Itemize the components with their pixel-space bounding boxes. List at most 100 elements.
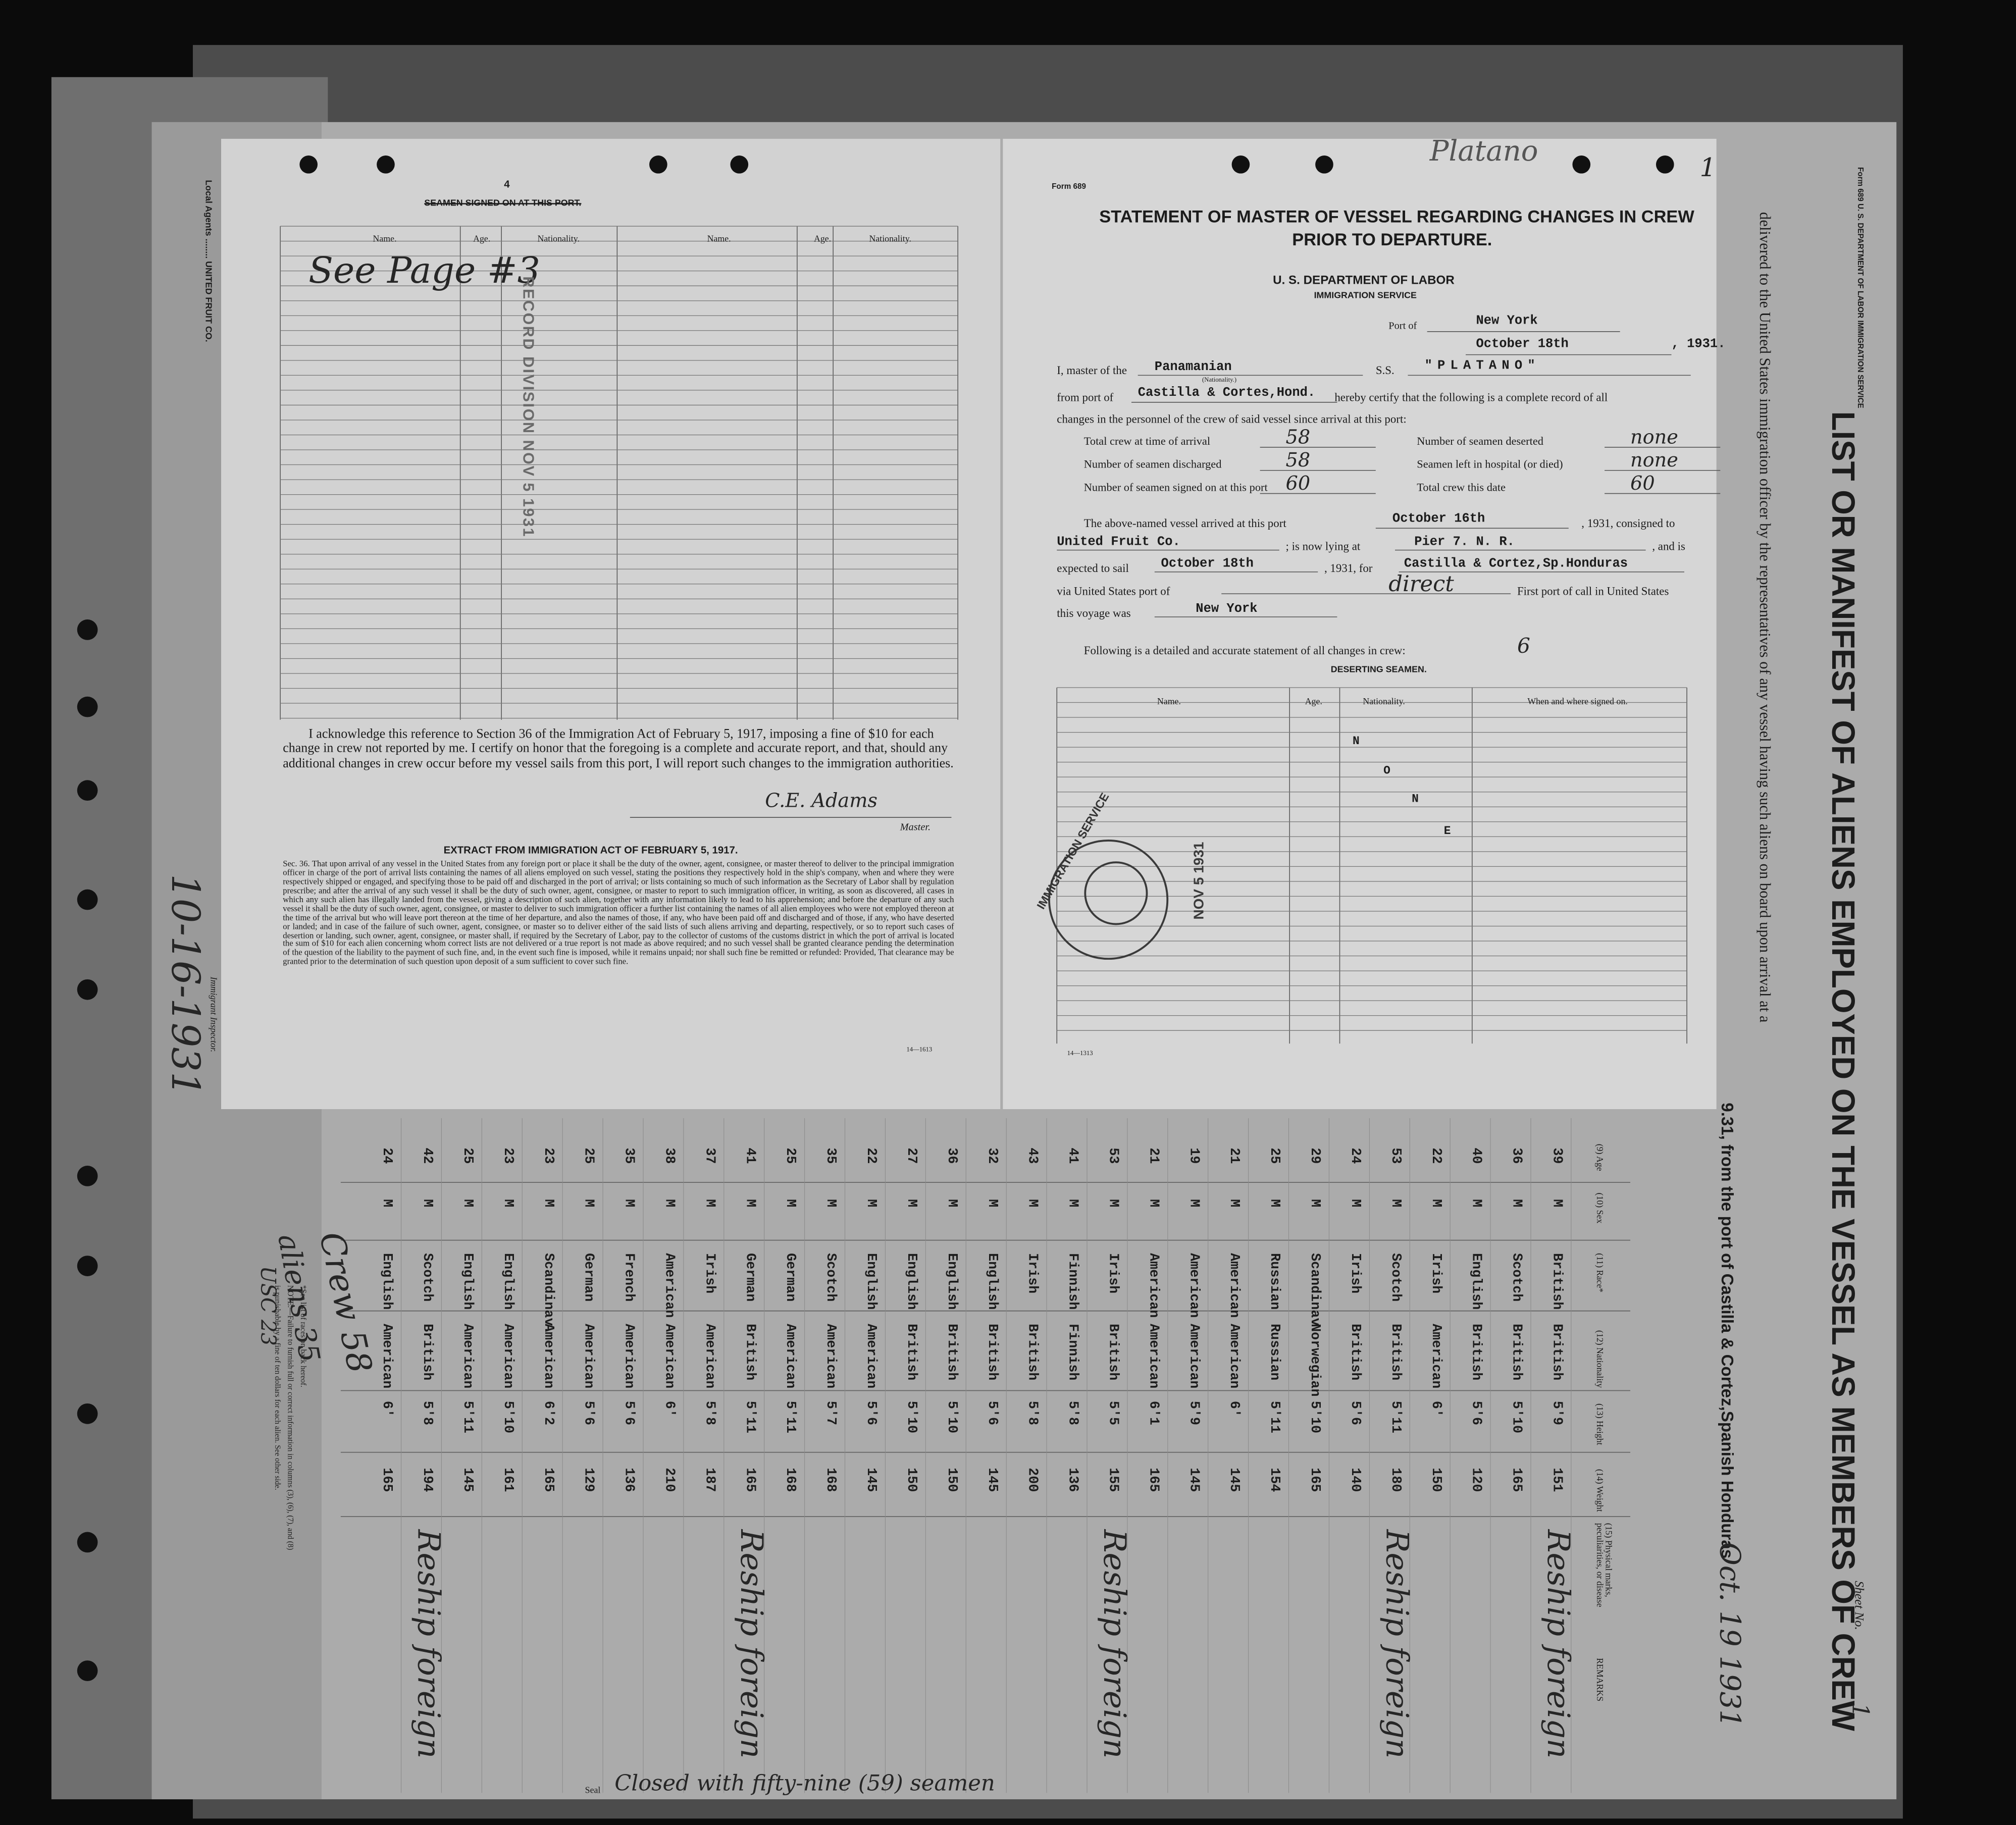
column-header: Name.: [707, 234, 731, 244]
typed-field: Pier 7. N. R.: [1414, 536, 1515, 550]
crew-age: 32: [984, 1148, 1000, 1164]
text: changes in the personnel of the crew of …: [1057, 412, 1407, 426]
crew-age: 23: [499, 1148, 515, 1164]
crew-nationality: British: [1347, 1324, 1363, 1381]
stamp-ring: [1084, 861, 1148, 925]
crew-height: 5'11: [742, 1400, 757, 1434]
crew-sex: M: [1387, 1199, 1403, 1208]
crew-nationality: British: [1548, 1324, 1564, 1381]
crew-sex: M: [378, 1199, 394, 1208]
crew-nationality: American: [862, 1324, 878, 1389]
inspector-label: Immigrant Inspector.: [208, 976, 219, 1053]
crew-age: 25: [580, 1148, 596, 1164]
crew-race: German: [580, 1253, 596, 1302]
stamp-date: NOV 5 1931: [1192, 842, 1208, 920]
crew-sex: M: [540, 1199, 556, 1208]
crew-race: English: [984, 1253, 1000, 1310]
crew-sex: M: [580, 1199, 596, 1208]
text: this voyage was: [1057, 606, 1131, 620]
crew-nationality: American: [822, 1324, 838, 1389]
form-number: 14—1613: [906, 1047, 933, 1054]
crew-weight: 120: [1468, 1468, 1484, 1492]
department: U. S. DEPARTMENT OF LABOR: [1273, 274, 1455, 288]
typed-field: Castilla & Cortez,Sp.Honduras: [1404, 557, 1628, 572]
punch-hole: [77, 696, 98, 717]
crew-weight: 200: [1024, 1468, 1040, 1492]
crew-weight: 168: [782, 1468, 798, 1492]
crew-sex: M: [1347, 1199, 1363, 1208]
punch-hole: [77, 1256, 98, 1276]
closing-note: Closed with fifty-nine (59) seamen: [614, 1771, 995, 1797]
local-agents: Local Agents ........ UNITED FRUIT CO.: [203, 180, 213, 342]
crew-height: 5'6: [621, 1400, 636, 1426]
crew-nationality: American: [580, 1324, 596, 1389]
crew-sex: M: [499, 1199, 515, 1208]
label: S.S.: [1375, 363, 1394, 377]
crew-sex: M: [943, 1199, 959, 1208]
crew-nationality: British: [742, 1324, 757, 1381]
crew-weight: 140: [1347, 1468, 1363, 1492]
text: , and is: [1652, 540, 1685, 553]
crew-weight: 145: [459, 1468, 475, 1492]
crew-race: English: [903, 1253, 919, 1310]
count-label: Number of seamen deserted: [1417, 434, 1543, 447]
crew-race: Scotch: [1387, 1253, 1403, 1302]
crew-nationality: American: [621, 1324, 636, 1389]
count-value: 58: [1285, 425, 1311, 449]
crew-nationality: British: [1024, 1324, 1040, 1381]
crew-height: 5'8: [1024, 1400, 1040, 1426]
typed-field: United Fruit Co.: [1057, 536, 1180, 550]
none-letter: E: [1443, 825, 1451, 838]
crew-age: 24: [378, 1148, 394, 1164]
crew-height: 5'8: [701, 1400, 717, 1426]
section-36: Sec. 36. That upon arrival of any vessel…: [283, 860, 954, 967]
acknowledgment: I acknowledge this reference to Section …: [283, 727, 954, 771]
count-label: Seamen left in hospital (or died): [1417, 457, 1563, 471]
crew-weight: 136: [621, 1468, 636, 1492]
crew-age: 39: [1548, 1148, 1564, 1164]
struck-header: SEAMEN SIGNED ON AT THIS PORT.: [424, 199, 582, 208]
crew-height: 6'2: [540, 1400, 556, 1426]
crew-height: 6'1: [1145, 1400, 1161, 1426]
crew-height: 5'10: [943, 1400, 959, 1434]
punch-hole: [377, 155, 395, 174]
crew-weight: 145: [1226, 1468, 1242, 1492]
crew-height: 5'6: [984, 1400, 1000, 1426]
crew-sex: M: [1266, 1199, 1282, 1208]
crew-age: 41: [742, 1148, 757, 1164]
crew-nationality: American: [459, 1324, 475, 1389]
crew-race: English: [459, 1253, 475, 1310]
column-header: Nationality.: [1363, 696, 1405, 707]
crew-sex: M: [1508, 1199, 1524, 1208]
crew-race: Irish: [1427, 1253, 1443, 1294]
crew-age: 35: [621, 1148, 636, 1164]
stamp-ring: [1048, 840, 1169, 960]
crew-race: Scotch: [1508, 1253, 1524, 1302]
column-header: (14) Weight: [1594, 1469, 1605, 1512]
typed-field: , 1931.: [1671, 338, 1726, 352]
crew-age: 27: [903, 1148, 919, 1164]
signature: C.E. Adams: [765, 789, 878, 812]
footnote: is punishable by a fine of ten dollars f…: [272, 1285, 281, 1490]
crew-age: 22: [862, 1148, 878, 1164]
crew-race: English: [943, 1253, 959, 1310]
received-stamp: RECORD DIVISION NOV 5 1931: [519, 276, 538, 538]
date-note: 10-16-1931: [162, 874, 207, 1097]
crew-race: American: [1185, 1253, 1201, 1318]
crew-race: American: [1145, 1253, 1161, 1318]
crew-weight: 145: [984, 1468, 1000, 1492]
crew-weight: 136: [1064, 1468, 1080, 1492]
typed-field: October 18th: [1476, 338, 1569, 352]
column-header: (11) Race*: [1594, 1253, 1605, 1293]
form-label: Form 689: [1052, 184, 1087, 192]
count-label: Total crew this date: [1417, 481, 1506, 494]
crew-weight: 194: [419, 1468, 435, 1492]
form-title: STATEMENT OF MASTER OF VESSEL REGARDING …: [1099, 206, 1694, 227]
remark: Reship foreign: [1540, 1529, 1577, 1759]
count-label: Total crew at time of arrival: [1083, 434, 1211, 447]
crew-weight: 151: [1548, 1468, 1564, 1492]
crew-sex: M: [1427, 1199, 1443, 1208]
crew-age: 42: [419, 1148, 435, 1164]
